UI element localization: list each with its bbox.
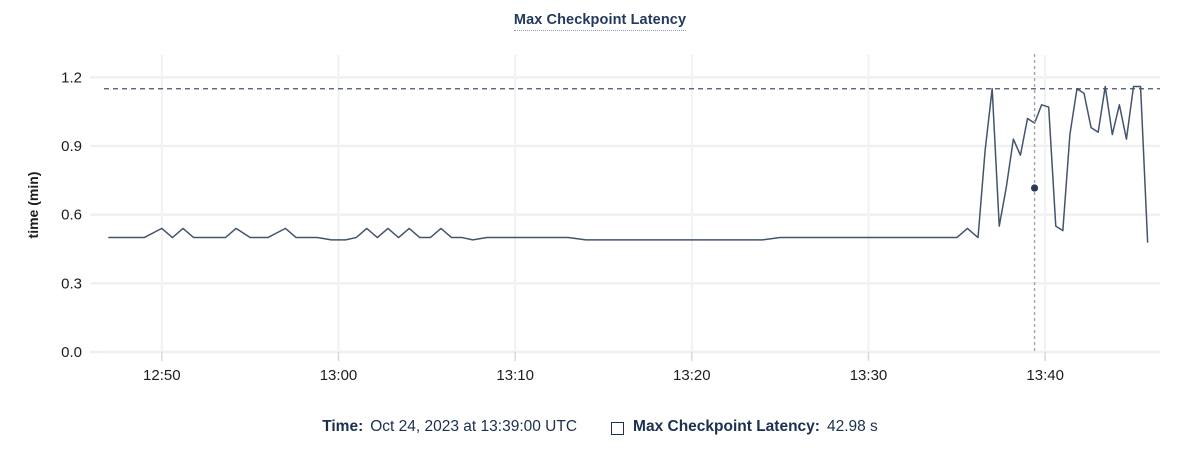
legend-item-max-checkpoint-latency[interactable]: Max Checkpoint Latency: 42.98 s	[611, 418, 878, 436]
tooltip-time-value: Oct 24, 2023 at 13:39:00 UTC	[370, 418, 578, 435]
plot-area: 0.0 0.3 0.6 0.9 1.2 12:50 13:00 13:10 13:20 13:30…	[0, 0, 1200, 400]
x-tick-label: 13:00	[320, 367, 358, 384]
series-line-max-checkpoint-latency	[108, 85, 1149, 243]
page-title-text: Max Checkpoint Latency	[513, 12, 687, 31]
y-tick-label: 0.6	[61, 207, 82, 224]
line-chart-svg[interactable]: 0.0 0.3 0.6 0.9 1.2 12:50 13:00 13:10 13:20 13:30…	[0, 0, 1200, 400]
series-layer	[108, 85, 1149, 243]
y-tick-label: 0.9	[61, 138, 82, 155]
page-title: Max Checkpoint Latency	[0, 12, 1200, 31]
x-tick-label: 13:20	[673, 367, 711, 384]
y-axis-label: time (min)	[25, 172, 41, 239]
hover-point-marker[interactable]	[1030, 184, 1039, 192]
x-tick-label: 13:30	[850, 367, 888, 384]
y-tick-label: 1.2	[61, 69, 82, 86]
legend-swatch-icon	[611, 421, 625, 435]
tooltip-footer: Time: Oct 24, 2023 at 13:39:00 UTC Max C…	[0, 418, 1200, 436]
tooltip-time-label: Time:	[322, 418, 364, 435]
axis-layer	[90, 76, 1046, 361]
tooltip-time: Time: Oct 24, 2023 at 13:39:00 UTC	[322, 418, 577, 436]
tick-label-layer: 0.0 0.3 0.6 0.9 1.2 12:50 13:00 13:10 13:20 13:30…	[61, 69, 1064, 384]
crosshair-layer	[1030, 54, 1039, 352]
legend-value: 42.98 s	[826, 418, 878, 435]
x-tick-label: 12:50	[143, 367, 181, 384]
y-tick-label: 0.0	[61, 344, 82, 361]
x-tick-label: 13:40	[1026, 367, 1064, 384]
grid-layer	[100, 55, 1160, 354]
y-tick-label: 0.3	[61, 275, 82, 292]
legend-label: Max Checkpoint Latency:	[633, 418, 820, 435]
x-tick-label: 13:10	[496, 367, 534, 384]
